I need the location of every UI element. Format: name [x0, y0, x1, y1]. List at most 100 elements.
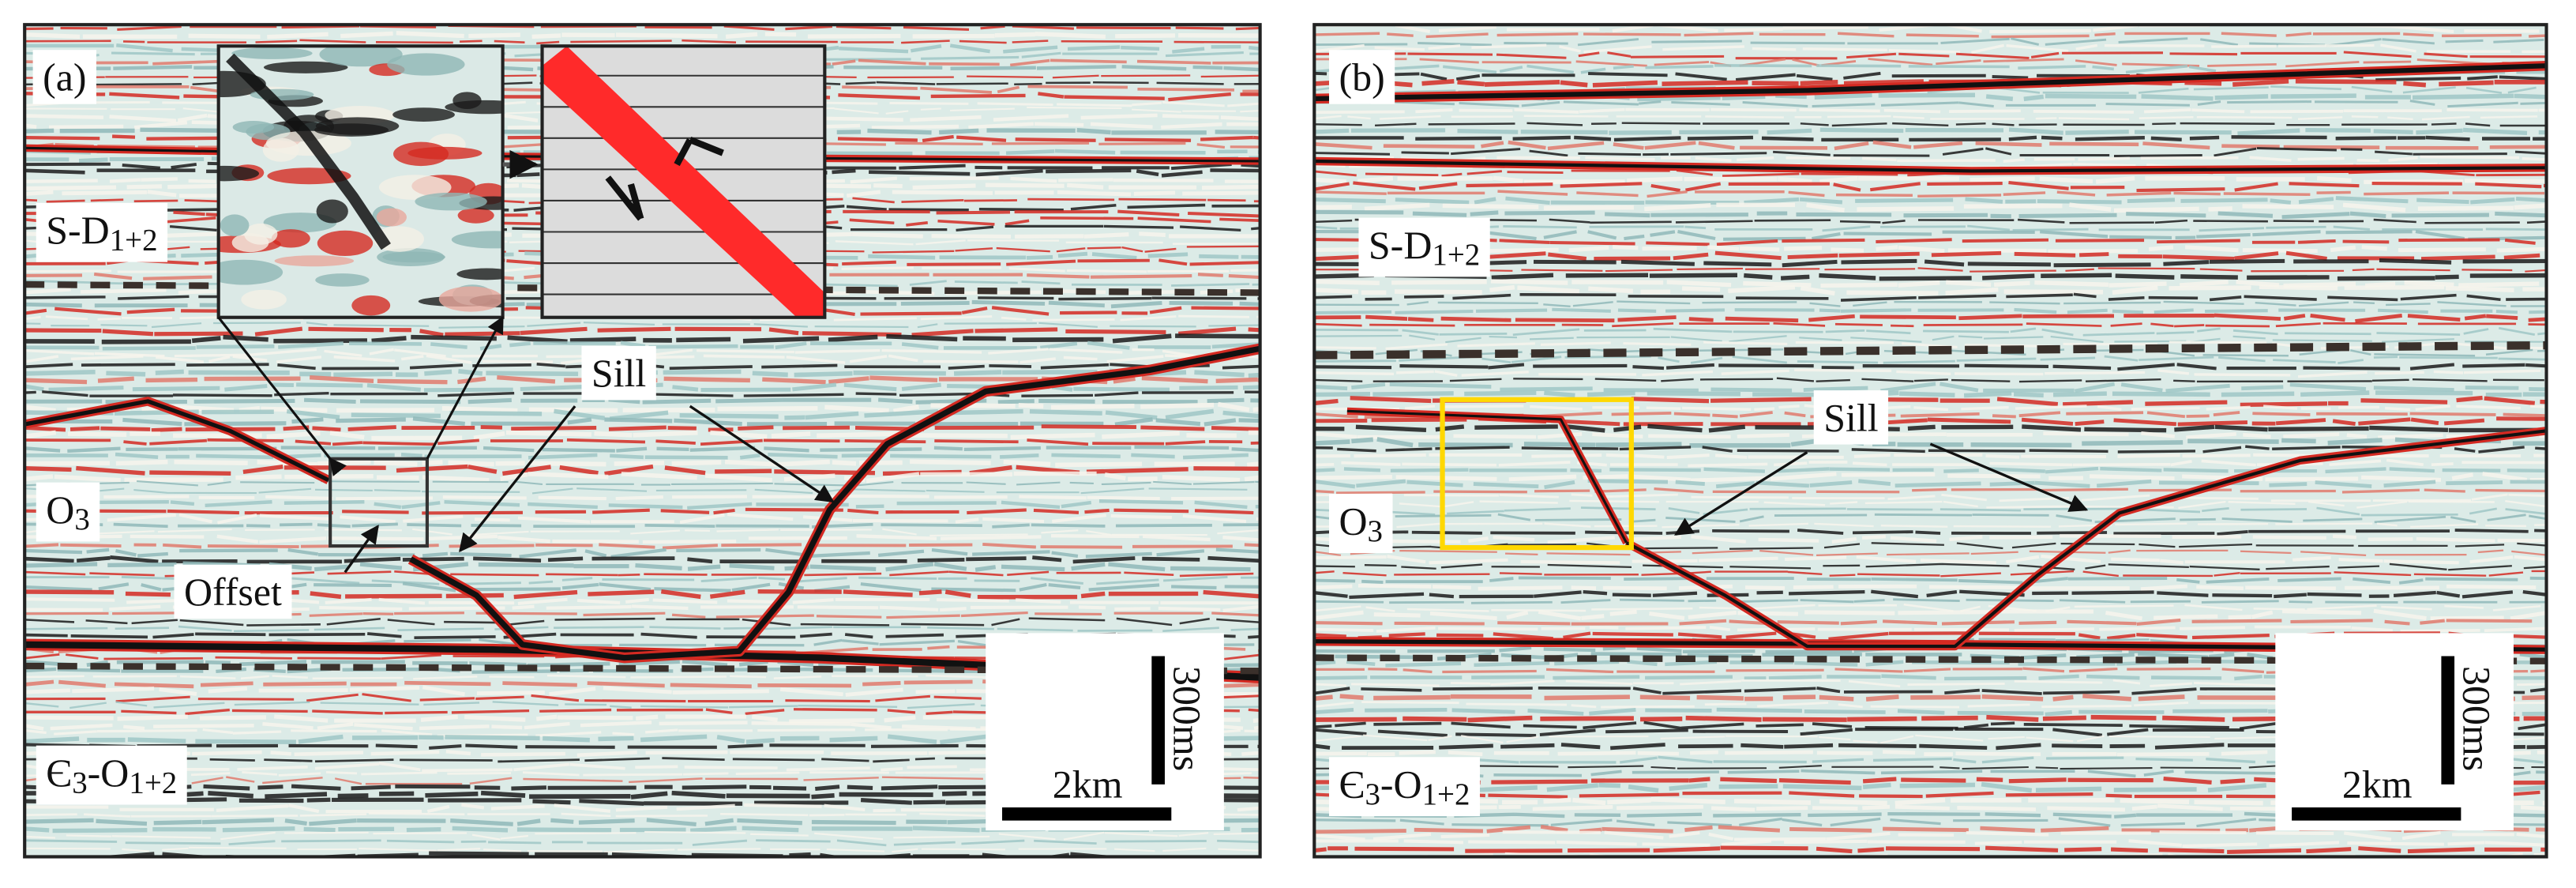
wavelet	[241, 289, 287, 310]
scale-label: 2km	[1053, 762, 1123, 807]
reflector	[24, 397, 1260, 404]
reflector	[24, 333, 1260, 344]
reflector	[1314, 180, 2547, 193]
label-box	[1358, 217, 1490, 277]
connector	[426, 315, 504, 460]
reflector	[1314, 245, 2547, 254]
reflector	[1314, 175, 2547, 185]
wavelet	[407, 146, 483, 160]
reflector	[24, 39, 1260, 45]
label-part: S-D	[46, 208, 109, 252]
reflector	[1314, 390, 2547, 398]
wavelet	[263, 61, 348, 73]
reflector	[1314, 107, 2547, 115]
inset-schematic	[542, 46, 825, 318]
wavelet	[351, 295, 391, 316]
wavelet	[231, 47, 313, 59]
reflector	[24, 341, 1260, 351]
subscript: 1+2	[1432, 238, 1480, 272]
reflector	[24, 846, 1260, 853]
reflector	[1314, 115, 2538, 121]
reflector	[1314, 127, 2547, 136]
reflector	[24, 322, 1260, 329]
wavelet	[263, 213, 337, 233]
label: Offset	[184, 570, 282, 614]
label: S-D1+2	[1369, 223, 1480, 272]
reflector	[1314, 453, 2547, 460]
subscript: 3	[1365, 777, 1380, 811]
leader-arrow	[1673, 450, 1808, 536]
label-box	[36, 745, 187, 805]
reflector	[1314, 472, 2547, 483]
reflector	[1314, 334, 2547, 344]
fault-trace	[226, 53, 391, 250]
reflector	[1314, 382, 2547, 393]
zoom-box	[329, 457, 429, 548]
reflector	[24, 522, 1260, 529]
zoom-box	[1440, 397, 1634, 551]
inset-frame	[216, 44, 505, 319]
wavelet	[387, 53, 465, 76]
leader-arrow	[344, 525, 379, 574]
reflector	[24, 547, 1260, 559]
label-box	[1329, 757, 1480, 817]
wavelet	[218, 259, 284, 285]
reflector	[1314, 618, 2547, 626]
wavelet	[445, 100, 503, 115]
slip-arrow	[674, 137, 724, 167]
reflector	[1314, 363, 2547, 371]
reflector	[24, 528, 1260, 537]
panel-frame	[1312, 23, 2548, 859]
label: (a)	[43, 55, 86, 99]
reflector	[1314, 284, 2547, 296]
wavelet	[315, 273, 370, 287]
horizon-black	[1314, 159, 2547, 173]
reflector	[24, 326, 1260, 337]
label-box	[1813, 390, 1889, 445]
reflector	[1314, 839, 2547, 848]
wavelet	[314, 123, 389, 137]
horizon-black	[1625, 429, 2547, 649]
connector	[217, 316, 347, 476]
label-part: Є	[46, 751, 72, 795]
inset-zoom	[218, 46, 503, 318]
label-box	[1329, 50, 1395, 104]
reflector	[24, 617, 1260, 626]
reflector	[1314, 326, 2547, 337]
reflector	[1314, 140, 2547, 151]
label-box	[581, 345, 656, 401]
leader-arrow	[1929, 442, 2089, 512]
wavelet	[438, 286, 503, 312]
leader-arrow	[459, 405, 576, 553]
subscript: 3	[72, 766, 87, 800]
reflector	[1314, 43, 2547, 55]
reflector	[24, 839, 1260, 847]
panel-frame	[23, 23, 1262, 859]
scale-label: 2km	[2342, 762, 2413, 807]
reflector	[1314, 196, 2547, 205]
reflector	[1314, 479, 2547, 490]
reflector	[1314, 292, 2547, 302]
reflector	[1314, 32, 2547, 39]
horizon-black	[1346, 409, 1628, 544]
reflector	[1314, 202, 2547, 213]
label: Sill	[1823, 395, 1878, 439]
slip-arrow	[605, 175, 644, 221]
reflector	[24, 830, 1260, 841]
reflector	[24, 625, 1260, 633]
sill-band	[542, 46, 825, 318]
wavelet	[378, 175, 452, 200]
scale-label: 300ms	[1165, 666, 1209, 771]
label-part: -O	[1380, 762, 1422, 807]
reflector	[1314, 37, 2544, 47]
subscript: 1+2	[110, 223, 158, 257]
reflector	[1314, 229, 2547, 241]
label: S-D1+2	[46, 208, 157, 257]
scale-label: 300ms	[2454, 666, 2499, 771]
horizon-black	[409, 345, 1260, 661]
scale-box	[2275, 633, 2514, 831]
label-part: -O	[88, 751, 130, 795]
horizon-black	[1314, 63, 2547, 102]
reflector	[1314, 322, 2547, 328]
